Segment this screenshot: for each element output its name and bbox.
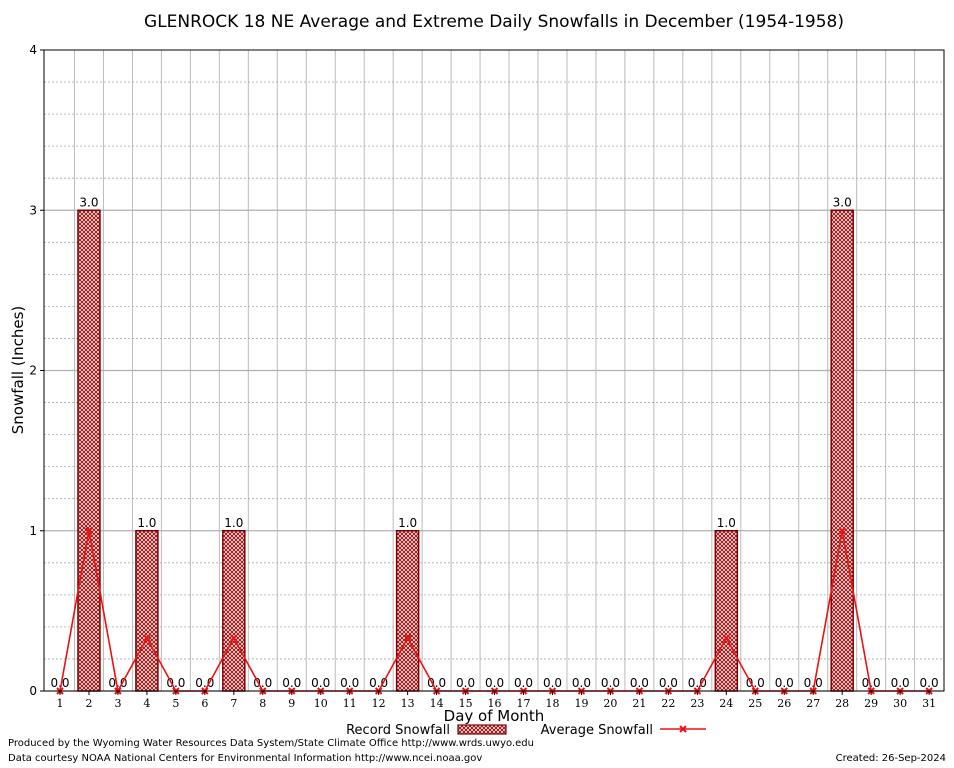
- bar-value-label: 0.0: [514, 676, 533, 690]
- bar-value-label: 3.0: [833, 195, 852, 209]
- x-tick-label: 1: [57, 697, 64, 710]
- footer-produced-by: Produced by the Wyoming Water Resources …: [8, 738, 534, 749]
- x-tick-label: 31: [922, 697, 936, 710]
- average-snowfall-point: [143, 634, 151, 642]
- x-tick-label: 18: [545, 697, 559, 710]
- bar-value-label: 0.0: [427, 676, 446, 690]
- legend-record-label: Record Snowfall: [346, 723, 450, 738]
- bar-value-label: 0.0: [543, 676, 562, 690]
- record-snowfall-bar: [714, 530, 739, 692]
- chart-title: GLENROCK 18 NE Average and Extreme Daily…: [144, 12, 844, 32]
- bar-value-label: 0.0: [688, 676, 707, 690]
- bar-value-label: 0.0: [282, 676, 301, 690]
- bar-value-label: 0.0: [108, 676, 127, 690]
- bar-value-label: 0.0: [891, 676, 910, 690]
- bar-value-label: 0.0: [601, 676, 620, 690]
- x-tick-label: 21: [632, 697, 646, 710]
- bar-value-label: 0.0: [166, 676, 185, 690]
- bar-value-labels: 0.0 3.0 0.0 1.0 0.0 0.0 1.0 0.0 0.0 0.0 0.0 0.0 1.0 0…: [50, 195, 938, 690]
- x-tick-label: 17: [517, 697, 531, 710]
- x-tick-label: 24: [719, 697, 733, 710]
- bar-value-label: 1.0: [137, 516, 156, 530]
- average-snowfall-point: [85, 527, 93, 535]
- bar-value-label: 0.0: [775, 676, 794, 690]
- x-tick-label: 5: [172, 697, 179, 710]
- legend-average-label: Average Snowfall: [541, 723, 653, 738]
- x-tick-label: 3: [114, 697, 121, 710]
- bar-value-label: 0.0: [456, 676, 475, 690]
- bar-value-label: 0.0: [572, 676, 591, 690]
- x-tick-label: 27: [806, 697, 820, 710]
- legend: Record Snowfall Average Snowfall: [346, 723, 706, 738]
- y-axis-label: Snowfall (Inches): [9, 306, 27, 434]
- record-snowfall-bar: [135, 530, 159, 692]
- y-tick-label: 4: [29, 43, 37, 57]
- x-tick-label: 13: [401, 697, 415, 710]
- x-tick-label: 20: [603, 697, 617, 710]
- footer-created: Created: 26-Sep-2024: [835, 753, 946, 764]
- bar-value-label: 0.0: [659, 676, 678, 690]
- bar-value-label: 0.0: [340, 676, 359, 690]
- bar-value-label: 1.0: [398, 516, 417, 530]
- x-tick-label: 26: [777, 697, 791, 710]
- x-tick-label: 25: [748, 697, 762, 710]
- y-tick-label: 3: [29, 203, 37, 217]
- bar-value-label: 0.0: [920, 676, 939, 690]
- legend-record-swatch: [457, 724, 507, 735]
- bar-value-label: 0.0: [485, 676, 504, 690]
- x-tick-label: 12: [372, 697, 386, 710]
- bar-value-label: 0.0: [630, 676, 649, 690]
- x-tick-label: 10: [314, 697, 328, 710]
- x-tick-label: 7: [230, 697, 237, 710]
- bar-value-label: 1.0: [717, 516, 736, 530]
- bar-value-label: 0.0: [253, 676, 272, 690]
- average-snowfall-point: [722, 634, 731, 642]
- x-tick-label: 22: [661, 697, 675, 710]
- bar-value-label: 0.0: [50, 676, 69, 690]
- bar-value-label: 1.0: [224, 516, 243, 530]
- record-snowfall-bar: [222, 530, 246, 692]
- x-tick-label: 4: [143, 697, 150, 710]
- grid-lines: [44, 50, 944, 692]
- record-snowfall-bar: [77, 209, 101, 692]
- record-snowfall-bar: [830, 209, 854, 692]
- bar-value-label: 0.0: [195, 676, 214, 690]
- average-snowfall-point: [403, 634, 412, 642]
- x-tick-label: 11: [343, 697, 357, 710]
- y-tick-label: 2: [29, 364, 37, 378]
- record-snowfall-bars: [77, 209, 854, 692]
- x-tick-label: 2: [85, 697, 92, 710]
- average-snowfall-point: [838, 527, 846, 535]
- x-tick-label: 6: [201, 697, 208, 710]
- y-tick-label: 0: [29, 684, 37, 698]
- bar-value-label: 3.0: [79, 195, 98, 209]
- footer-data-courtesy: Data courtesy NOAA National Centers for …: [8, 753, 483, 764]
- x-tick-label: 23: [690, 697, 704, 710]
- x-tick-label: 9: [288, 697, 295, 710]
- x-tick-label: 28: [835, 697, 849, 710]
- bar-value-label: 0.0: [369, 676, 388, 690]
- x-tick-label: 29: [864, 697, 878, 710]
- bar-value-label: 0.0: [862, 676, 881, 690]
- record-snowfall-bar: [395, 530, 420, 692]
- x-axis-label: Day of Month: [444, 707, 545, 725]
- bar-value-label: 0.0: [311, 676, 330, 690]
- bar-value-label: 0.0: [746, 676, 765, 690]
- x-tick-label: 16: [488, 697, 502, 710]
- legend-average-marker: [679, 725, 687, 733]
- x-tick-label: 15: [459, 697, 473, 710]
- x-tick-label: 30: [893, 697, 907, 710]
- bar-value-label: 0.0: [804, 676, 823, 690]
- x-tick-label: 19: [574, 697, 588, 710]
- x-tick-label: 8: [259, 697, 266, 710]
- average-snowfall-point: [230, 634, 238, 642]
- x-tick-label: 14: [430, 697, 444, 710]
- y-tick-label: 1: [29, 524, 37, 538]
